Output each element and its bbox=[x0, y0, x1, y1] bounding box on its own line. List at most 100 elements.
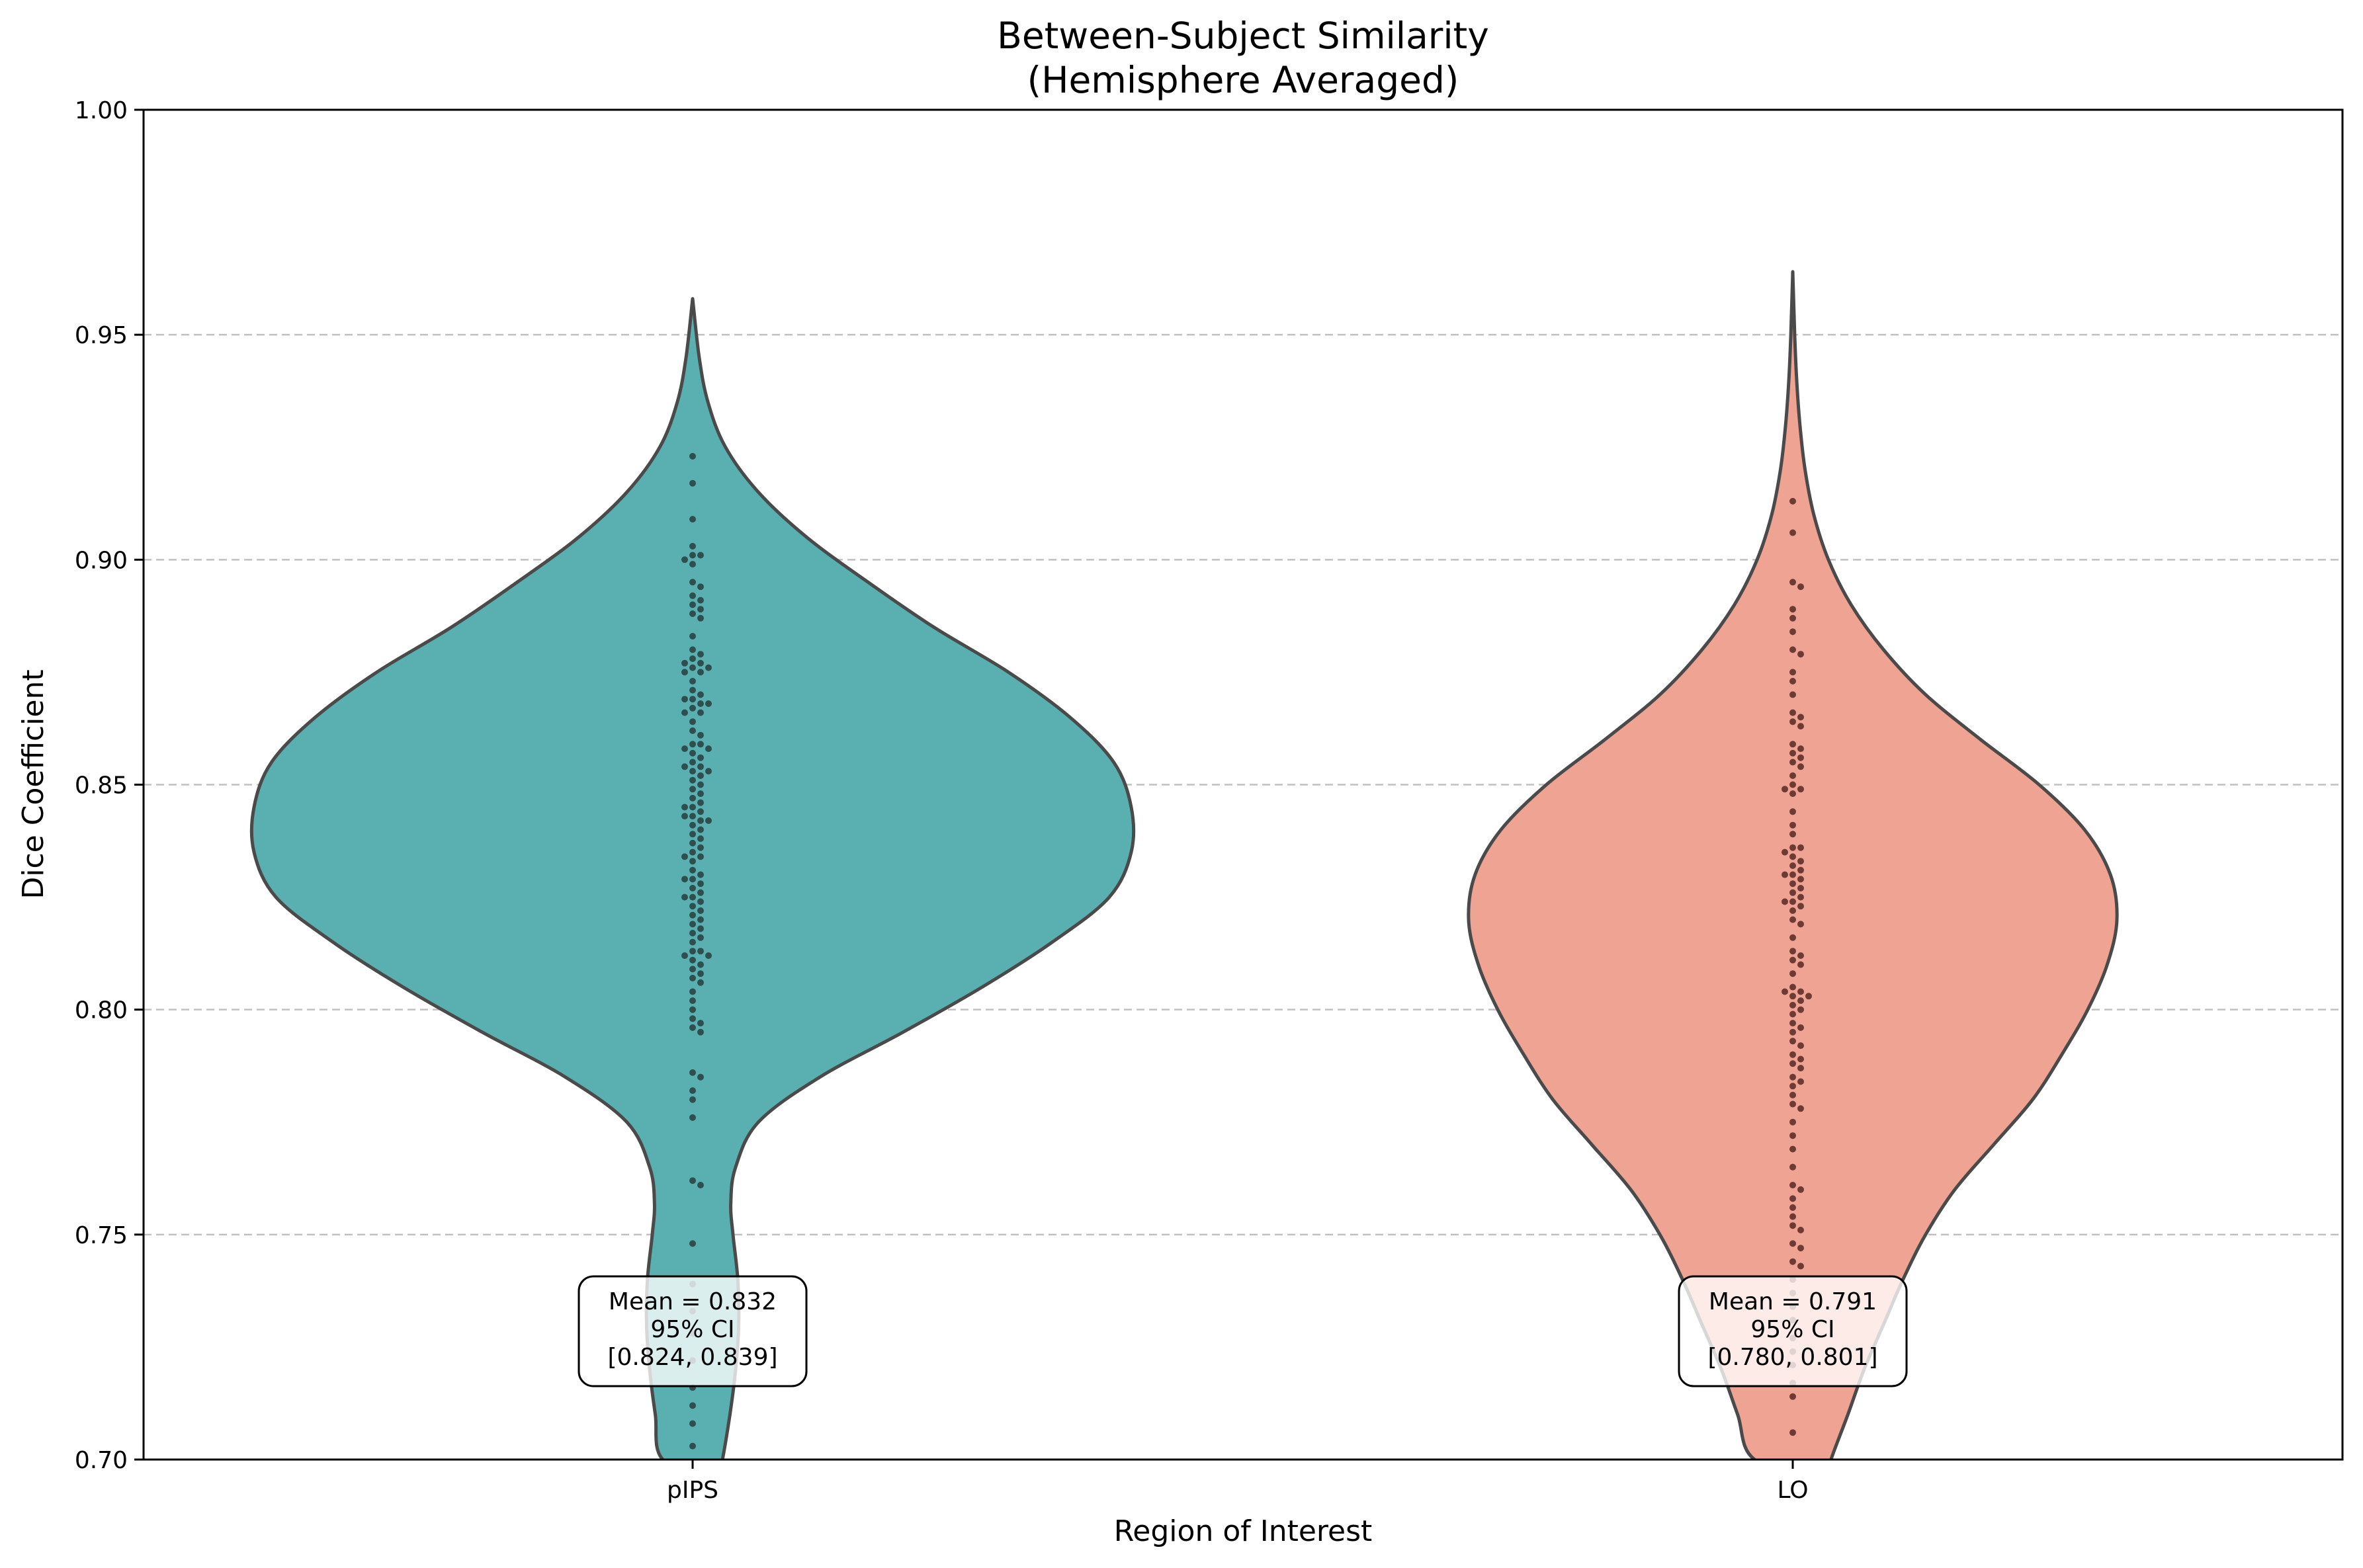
stats-ci-text: [0.824, 0.839] bbox=[607, 1344, 777, 1371]
data-point bbox=[697, 781, 704, 788]
data-point bbox=[1789, 678, 1796, 684]
y-tick-label: 0.75 bbox=[75, 1222, 128, 1249]
data-point bbox=[689, 452, 696, 460]
data-point bbox=[697, 907, 704, 914]
data-point bbox=[689, 561, 696, 568]
data-point bbox=[1789, 1204, 1796, 1211]
data-point bbox=[681, 853, 688, 860]
data-point bbox=[1789, 1145, 1796, 1153]
data-point bbox=[689, 610, 696, 617]
data-point bbox=[697, 741, 704, 748]
data-point bbox=[697, 1028, 704, 1036]
data-point bbox=[689, 516, 696, 523]
data-point bbox=[689, 848, 696, 856]
data-point bbox=[1797, 885, 1804, 891]
data-point bbox=[689, 839, 696, 846]
data-point bbox=[689, 786, 696, 793]
data-point bbox=[1797, 988, 1804, 995]
data-point bbox=[697, 799, 704, 806]
data-point bbox=[697, 552, 704, 559]
data-point bbox=[697, 597, 704, 604]
data-point bbox=[1789, 907, 1796, 914]
data-point bbox=[681, 813, 688, 820]
data-point bbox=[1789, 970, 1796, 977]
data-point bbox=[689, 1015, 696, 1022]
data-point bbox=[689, 749, 696, 757]
data-point bbox=[689, 727, 696, 734]
data-point bbox=[1789, 1429, 1796, 1436]
data-point bbox=[1797, 714, 1804, 721]
data-point bbox=[689, 741, 696, 748]
stats-mean-text: Mean = 0.791 bbox=[1709, 1288, 1877, 1315]
data-point bbox=[1789, 1393, 1796, 1400]
chart-title: Between-Subject Similarity bbox=[997, 15, 1489, 57]
y-tick-label: 0.90 bbox=[75, 547, 128, 574]
data-point bbox=[1797, 1006, 1804, 1013]
data-point bbox=[1789, 956, 1796, 964]
data-point bbox=[689, 911, 696, 919]
data-point bbox=[1797, 997, 1804, 1005]
data-point bbox=[689, 903, 696, 910]
data-point bbox=[1789, 1020, 1796, 1027]
y-tick-label: 0.95 bbox=[75, 322, 128, 349]
stats-ci-text: [0.780, 0.801] bbox=[1707, 1344, 1877, 1371]
data-point bbox=[681, 876, 688, 883]
data-point bbox=[1789, 614, 1796, 622]
data-point bbox=[689, 1240, 696, 1247]
data-point bbox=[1789, 579, 1796, 586]
data-point bbox=[697, 934, 704, 941]
data-point bbox=[697, 754, 704, 761]
data-point bbox=[689, 938, 696, 946]
data-point bbox=[1789, 871, 1796, 878]
data-point bbox=[697, 979, 704, 986]
data-point bbox=[689, 601, 696, 608]
data-point bbox=[689, 1114, 696, 1121]
data-point bbox=[689, 804, 696, 811]
data-point bbox=[1797, 893, 1804, 901]
y-tick-label: 0.85 bbox=[75, 772, 128, 800]
data-point bbox=[697, 1073, 704, 1081]
data-point bbox=[689, 552, 696, 559]
data-point bbox=[1797, 745, 1804, 753]
x-tick-label-pips: pIPS bbox=[667, 1477, 718, 1504]
data-point bbox=[1797, 921, 1804, 928]
data-point bbox=[689, 646, 696, 653]
data-point bbox=[1789, 790, 1796, 798]
data-point bbox=[1789, 898, 1796, 905]
y-tick-label: 1.00 bbox=[75, 97, 128, 124]
data-point bbox=[1789, 1213, 1796, 1220]
data-point bbox=[1797, 723, 1804, 730]
data-point bbox=[689, 1096, 696, 1103]
data-point bbox=[1789, 772, 1796, 779]
data-point bbox=[689, 893, 696, 901]
data-point bbox=[1789, 1051, 1796, 1058]
y-tick-label: 0.80 bbox=[75, 997, 128, 1024]
stats-box-lo bbox=[1678, 1275, 1908, 1387]
data-point bbox=[689, 633, 696, 640]
data-point bbox=[1797, 858, 1804, 865]
data-point bbox=[689, 1442, 696, 1450]
data-point bbox=[697, 709, 704, 716]
data-point bbox=[1797, 844, 1804, 851]
data-point bbox=[681, 709, 688, 716]
data-point bbox=[1789, 691, 1796, 698]
data-point bbox=[689, 921, 696, 928]
data-point bbox=[689, 794, 696, 802]
data-point bbox=[681, 952, 688, 959]
data-point bbox=[689, 1006, 696, 1013]
data-point bbox=[697, 916, 704, 923]
data-point bbox=[697, 763, 704, 770]
data-point bbox=[681, 669, 688, 676]
data-point bbox=[689, 813, 696, 820]
data-point bbox=[1789, 741, 1796, 748]
data-point bbox=[1797, 1227, 1804, 1233]
chart-subtitle: (Hemisphere Averaged) bbox=[1027, 59, 1459, 101]
data-point bbox=[1789, 1118, 1796, 1126]
data-point bbox=[697, 790, 704, 798]
data-point bbox=[1782, 898, 1788, 905]
data-point bbox=[1797, 961, 1804, 968]
y-tick-label: 0.70 bbox=[75, 1447, 128, 1474]
data-point bbox=[1789, 808, 1796, 815]
data-point bbox=[697, 871, 704, 878]
